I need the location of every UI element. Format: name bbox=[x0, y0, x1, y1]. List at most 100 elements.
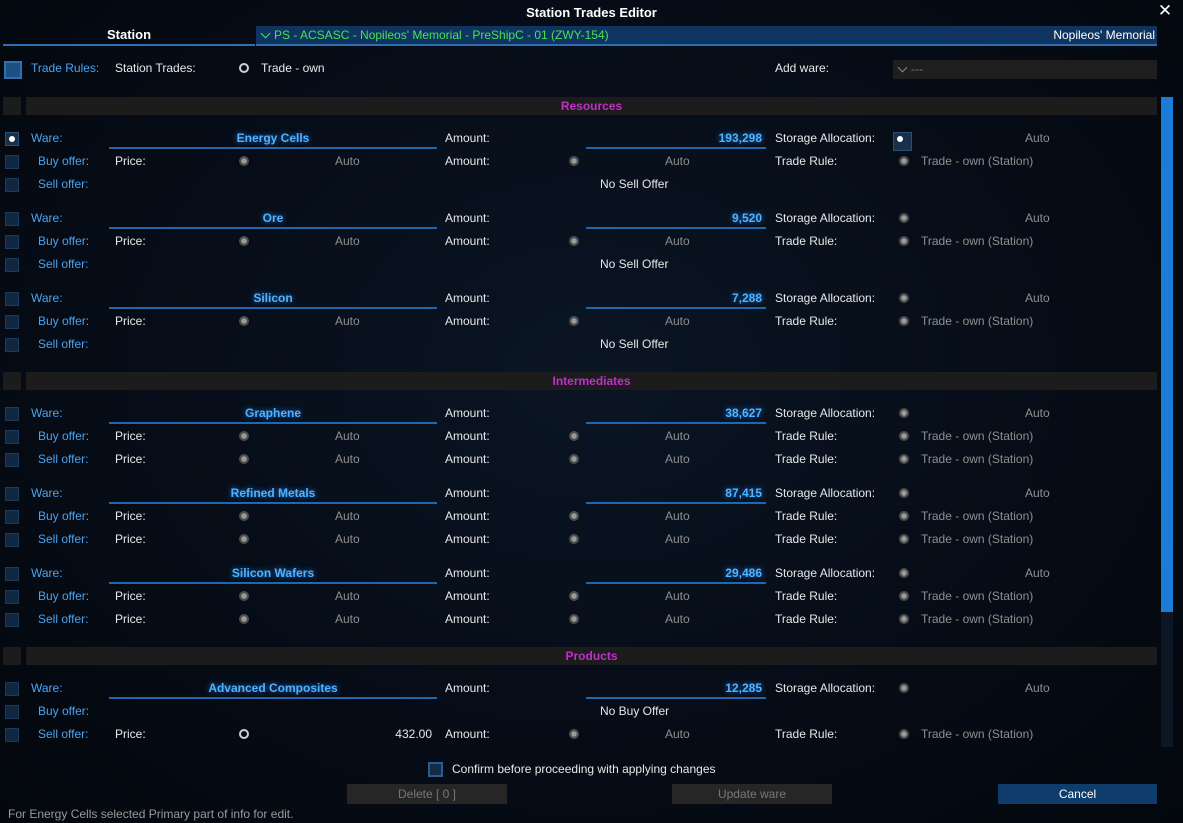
price-label: Price: bbox=[115, 727, 146, 741]
no-sell-offer: No Sell Offer bbox=[600, 257, 669, 271]
trade-own-label: Trade - own bbox=[261, 61, 325, 75]
trade-rule-radio[interactable] bbox=[899, 534, 909, 544]
section-checkbox[interactable] bbox=[3, 372, 21, 390]
trade-rule-radio[interactable] bbox=[899, 511, 909, 521]
price-radio-auto[interactable] bbox=[239, 591, 249, 601]
cancel-button[interactable]: Cancel bbox=[998, 784, 1157, 804]
price-radio-auto[interactable] bbox=[239, 534, 249, 544]
trade-rule-label: Trade Rule: bbox=[775, 532, 838, 546]
window-title: Station Trades Editor bbox=[526, 5, 657, 20]
price-radio-auto[interactable] bbox=[239, 431, 249, 441]
amount-radio-auto[interactable] bbox=[569, 156, 579, 166]
amount-radio-auto[interactable] bbox=[569, 591, 579, 601]
buy-checkbox[interactable] bbox=[5, 590, 19, 604]
trade-rule-radio[interactable] bbox=[899, 431, 909, 441]
buy-checkbox[interactable] bbox=[5, 155, 19, 169]
trade-rule-radio[interactable] bbox=[899, 316, 909, 326]
price-radio-auto[interactable] bbox=[239, 511, 249, 521]
amount-radio-auto[interactable] bbox=[569, 236, 579, 246]
buy-checkbox[interactable] bbox=[5, 510, 19, 524]
ware-label: Ware: bbox=[31, 131, 63, 145]
add-ware-dropdown[interactable]: --- bbox=[893, 60, 1157, 79]
price-radio-auto[interactable] bbox=[239, 156, 249, 166]
tab-station[interactable]: Station bbox=[3, 26, 255, 46]
trade-rule-radio[interactable] bbox=[899, 614, 909, 624]
price-auto: Auto bbox=[335, 314, 360, 328]
price-radio-auto[interactable] bbox=[239, 316, 249, 326]
trade-rules-checkbox[interactable] bbox=[4, 61, 22, 79]
trade-rule-label: Trade Rule: bbox=[775, 452, 838, 466]
section-checkbox[interactable] bbox=[3, 97, 21, 115]
storage-auto: Auto bbox=[1025, 211, 1050, 225]
ware-checkbox[interactable] bbox=[5, 682, 19, 696]
station-short-name: Nopileos' Memorial bbox=[1053, 28, 1155, 42]
sell-checkbox[interactable] bbox=[5, 453, 19, 467]
price-auto: Auto bbox=[335, 509, 360, 523]
price-label: Price: bbox=[115, 532, 146, 546]
trade-rule-radio[interactable] bbox=[899, 729, 909, 739]
sell-checkbox[interactable] bbox=[5, 728, 19, 742]
amount-radio-auto[interactable] bbox=[569, 729, 579, 739]
sell-label: Sell offer: bbox=[38, 532, 89, 546]
storage-radio[interactable] bbox=[899, 683, 909, 693]
sell-checkbox[interactable] bbox=[5, 533, 19, 547]
trade-rule-radio[interactable] bbox=[899, 591, 909, 601]
amount-auto: Auto bbox=[665, 154, 690, 168]
ware-checkbox[interactable] bbox=[5, 132, 19, 146]
sell-label: Sell offer: bbox=[38, 337, 89, 351]
price-radio-auto[interactable] bbox=[239, 454, 249, 464]
station-selector-value: PS - ACSASC - Nopileos' Memorial - PreSh… bbox=[274, 28, 609, 42]
station-selector[interactable]: PS - ACSASC - Nopileos' Memorial - PreSh… bbox=[256, 26, 1157, 46]
storage-radio[interactable] bbox=[899, 293, 909, 303]
sell-checkbox[interactable] bbox=[5, 258, 19, 272]
price-radio-auto[interactable] bbox=[239, 236, 249, 246]
storage-radio-selected[interactable] bbox=[893, 132, 912, 151]
storage-radio[interactable] bbox=[899, 408, 909, 418]
sell-checkbox[interactable] bbox=[5, 338, 19, 352]
storage-radio[interactable] bbox=[899, 488, 909, 498]
confirm-checkbox[interactable] bbox=[428, 762, 443, 777]
trade-own-radio[interactable] bbox=[239, 63, 249, 73]
ware-name: Energy Cells bbox=[236, 131, 310, 145]
ware-checkbox[interactable] bbox=[5, 567, 19, 581]
amount-radio-auto[interactable] bbox=[569, 534, 579, 544]
ware-checkbox[interactable] bbox=[5, 487, 19, 501]
trade-rule-radio[interactable] bbox=[899, 454, 909, 464]
amount-auto: Auto bbox=[665, 234, 690, 248]
amount-radio-auto[interactable] bbox=[569, 431, 579, 441]
sell-checkbox[interactable] bbox=[5, 613, 19, 627]
price-radio-manual[interactable] bbox=[239, 729, 249, 739]
amount-radio-auto[interactable] bbox=[569, 614, 579, 624]
storage-radio[interactable] bbox=[899, 568, 909, 578]
ware-name: Graphene bbox=[244, 406, 301, 420]
buy-checkbox[interactable] bbox=[5, 235, 19, 249]
amount-radio-auto[interactable] bbox=[569, 316, 579, 326]
storage-label: Storage Allocation: bbox=[775, 486, 876, 500]
trade-rule-value: Trade - own (Station) bbox=[921, 429, 1034, 443]
storage-auto: Auto bbox=[1025, 406, 1050, 420]
buy-checkbox[interactable] bbox=[5, 430, 19, 444]
buy-checkbox[interactable] bbox=[5, 705, 19, 719]
sell-label: Sell offer: bbox=[38, 177, 89, 191]
trade-rule-radio[interactable] bbox=[899, 156, 909, 166]
ware-name: Advanced Composites bbox=[208, 681, 338, 695]
amount-label: Amount: bbox=[445, 429, 490, 443]
amount-radio-auto[interactable] bbox=[569, 454, 579, 464]
storage-radio[interactable] bbox=[899, 213, 909, 223]
update-ware-button[interactable]: Update ware bbox=[672, 784, 832, 804]
sell-checkbox[interactable] bbox=[5, 178, 19, 192]
scrollbar-thumb[interactable] bbox=[1161, 97, 1173, 612]
trade-rule-radio[interactable] bbox=[899, 236, 909, 246]
price-radio-auto[interactable] bbox=[239, 614, 249, 624]
delete-button[interactable]: Delete [ 0 ] bbox=[347, 784, 507, 804]
trade-rule-value: Trade - own (Station) bbox=[921, 314, 1034, 328]
section-checkbox[interactable] bbox=[3, 647, 21, 665]
ware-checkbox[interactable] bbox=[5, 292, 19, 306]
ware-checkbox[interactable] bbox=[5, 407, 19, 421]
amount-radio-auto[interactable] bbox=[569, 511, 579, 521]
amount-auto: Auto bbox=[665, 452, 690, 466]
close-icon[interactable]: ✕ bbox=[1157, 1, 1173, 20]
ware-checkbox[interactable] bbox=[5, 212, 19, 226]
trade-rule-value: Trade - own (Station) bbox=[921, 727, 1034, 741]
buy-checkbox[interactable] bbox=[5, 315, 19, 329]
